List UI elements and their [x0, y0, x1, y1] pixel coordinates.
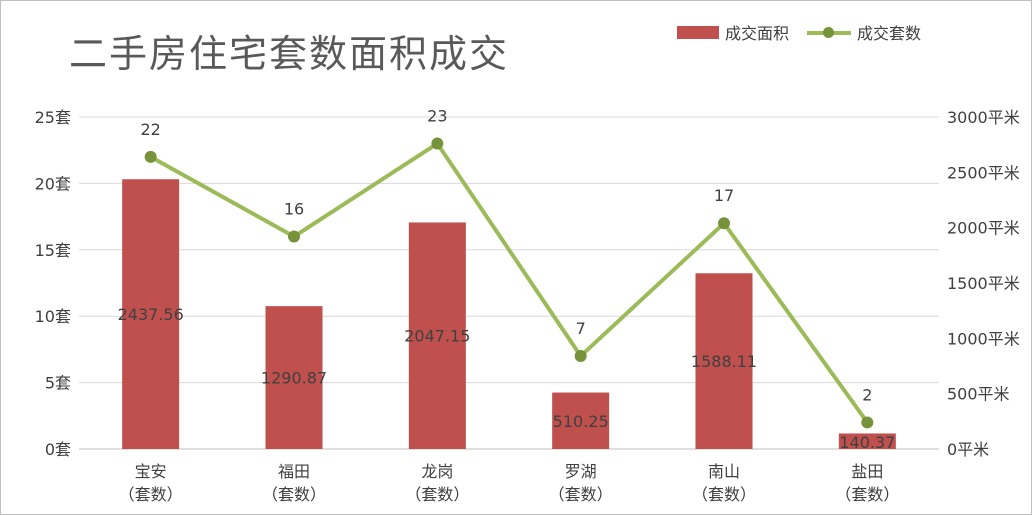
line-data-label: 22: [140, 120, 160, 139]
legend-swatch-count: [807, 26, 851, 39]
bar: [122, 179, 180, 450]
y-left-tick-label: 15套: [35, 241, 71, 260]
y-right-tick-label: 2000平米: [947, 219, 1020, 238]
bar: [408, 222, 466, 449]
y-left-tick-label: 25套: [35, 108, 71, 127]
bar-data-label: 2047.15: [404, 327, 470, 346]
bar-data-label: 140.37: [839, 433, 895, 452]
y-right-tick-label: 0平米: [947, 440, 989, 459]
bar: [265, 306, 323, 449]
x-tick-label: 福田（套数）: [262, 462, 326, 504]
line-point: [144, 150, 157, 163]
x-tick-label: 盐田（套数）: [835, 462, 899, 504]
y-right-tick-label: 2500平米: [947, 163, 1020, 182]
y-right-tick-label: 1500平米: [947, 274, 1020, 293]
legend-label-count: 成交套数: [857, 24, 922, 43]
series-line-count: [149, 141, 869, 424]
y-right-tick-label: 1000平米: [947, 329, 1020, 348]
line-data-label: 17: [714, 186, 734, 205]
legend-swatch-area: [677, 25, 719, 39]
line-point: [574, 350, 587, 363]
line-data-label: 16: [284, 200, 304, 219]
bar: [838, 433, 896, 449]
x-tick-label: 南山（套数）: [692, 462, 756, 504]
y-right-tick-label: 3000平米: [947, 108, 1020, 127]
bar-data-label: 510.25: [553, 412, 609, 431]
y-left-tick-label: 0套: [45, 440, 71, 459]
x-tick-label: 宝安（套数）: [119, 462, 183, 504]
line-point: [718, 217, 730, 230]
line-point: [861, 416, 874, 429]
bar-data-label: 1290.87: [261, 369, 327, 388]
bar-data-label: 1588.11: [691, 352, 757, 371]
line-point: [288, 230, 300, 243]
bar: [695, 273, 753, 449]
y-left-tick-label: 10套: [35, 307, 71, 326]
line-data-label: 2: [862, 385, 872, 404]
legend-item-area: 成交面积: [677, 19, 789, 45]
bar-data-label: 2437.56: [118, 305, 184, 324]
legend-item-count: 成交套数: [807, 19, 921, 45]
x-tick-label: 罗湖（套数）: [549, 462, 613, 504]
line-point: [431, 137, 444, 150]
line-data-label: 23: [427, 107, 447, 126]
y-left-tick-label: 20套: [35, 174, 71, 193]
legend-label-area: 成交面积: [725, 24, 790, 43]
bar: [552, 392, 610, 449]
legend-marker-mark: [823, 26, 834, 38]
chart-title: 二手房住宅套数面积成交: [69, 32, 510, 76]
y-left-tick-label: 5套: [45, 374, 71, 393]
x-tick-label: 龙岗（套数）: [405, 462, 469, 504]
y-right-tick-label: 500平米: [947, 385, 1010, 404]
line-data-label: 7: [576, 319, 586, 338]
